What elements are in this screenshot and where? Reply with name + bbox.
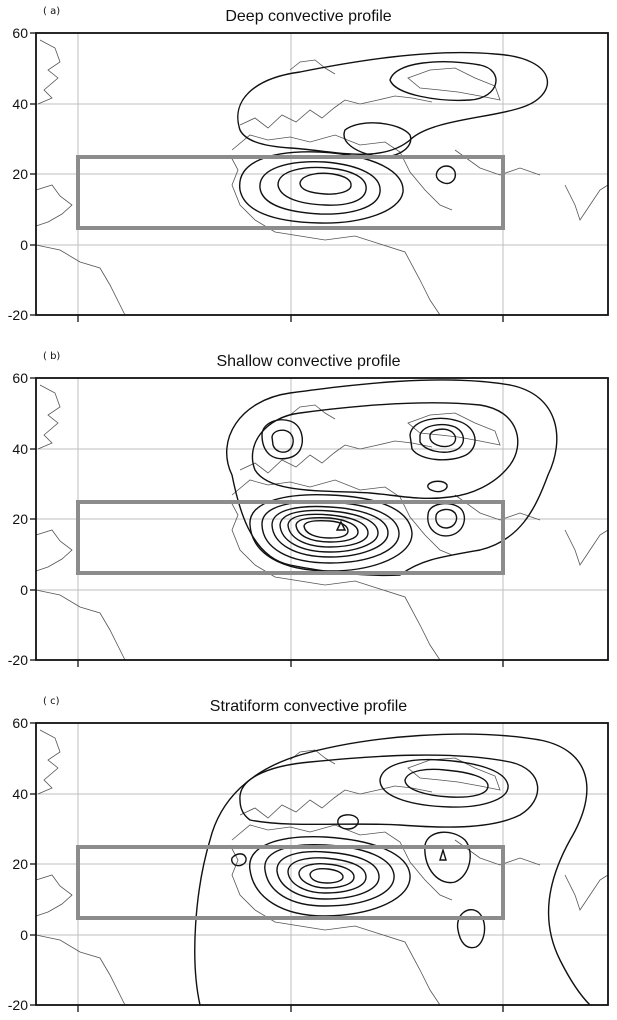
y-tick-labels: 60 40 20 0 -20: [8, 370, 28, 668]
region-box: [76, 845, 505, 920]
contours: [237, 51, 549, 224]
map-panel-a: ( a) Deep convective profile: [0, 0, 617, 330]
contours: [194, 733, 591, 1006]
map-panel-c: ( c) Stratiform convective profile: [0, 690, 617, 1020]
y-tick-label: -20: [8, 307, 28, 323]
gridlines: [36, 378, 608, 660]
y-tick-label: 40: [12, 96, 28, 112]
panel-title: Deep convective profile: [225, 8, 392, 25]
region-box: [76, 155, 505, 230]
coastlines: [35, 384, 609, 661]
panel-label: ( b): [43, 351, 61, 362]
map-plot: 60 40 20 0 -20: [8, 370, 609, 668]
contours: [226, 379, 558, 577]
y-tick-labels: 60 40 20 0 -20: [8, 715, 28, 1013]
y-tick-label: -20: [8, 997, 28, 1013]
axis-ticks: [30, 722, 504, 1012]
y-tick-label: 20: [12, 166, 28, 182]
y-tick-label: 0: [20, 237, 28, 253]
y-tick-label: 40: [12, 441, 28, 457]
axis-ticks: [30, 32, 504, 322]
coastlines: [35, 39, 609, 316]
panel-title: Stratiform convective profile: [209, 698, 408, 715]
region-box: [76, 500, 505, 575]
y-tick-label: 0: [20, 927, 28, 943]
y-tick-label: 0: [20, 582, 28, 598]
axis-ticks: [30, 377, 504, 667]
map-panel-b: ( b) Shallow convective profile: [0, 345, 617, 675]
coastlines: [35, 729, 609, 1006]
panel-title: Shallow convective profile: [216, 353, 401, 370]
y-tick-label: 60: [12, 370, 28, 386]
y-tick-label: 60: [12, 25, 28, 41]
panel-label: ( c): [43, 696, 60, 707]
y-tick-label: 60: [12, 715, 28, 731]
y-tick-label: 20: [12, 511, 28, 527]
y-tick-labels: 60 40 20 0 -20: [8, 25, 28, 323]
gridlines: [36, 33, 608, 315]
y-tick-label: -20: [8, 652, 28, 668]
panel-label: ( a): [43, 6, 61, 17]
map-plot: 60 40 20 0 -20: [8, 25, 609, 323]
map-plot: 60 40 20 0 -20: [8, 715, 609, 1013]
y-tick-label: 20: [12, 856, 28, 872]
y-tick-label: 40: [12, 786, 28, 802]
